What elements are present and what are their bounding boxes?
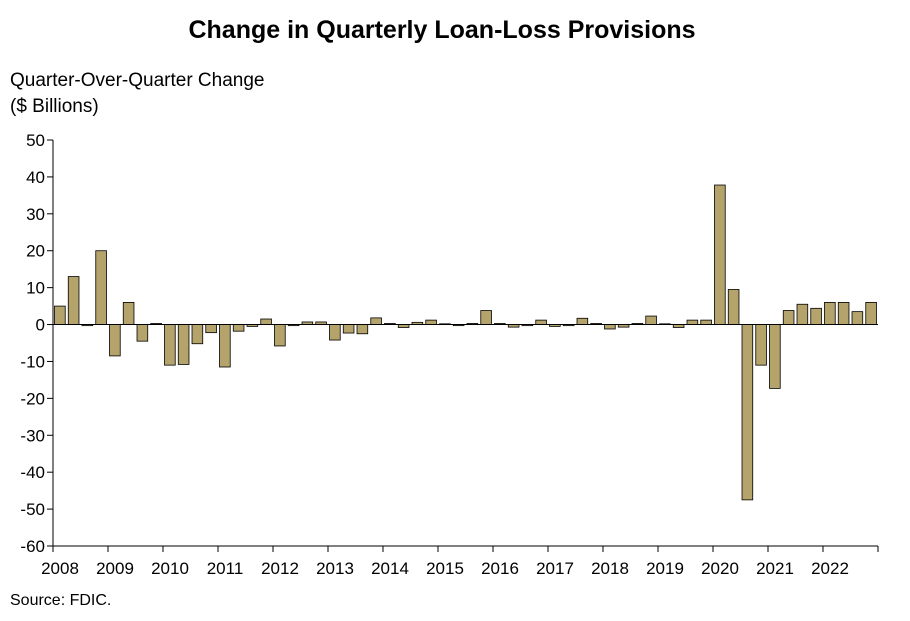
y-tick-label: 50 xyxy=(26,131,45,150)
y-tick-label: 0 xyxy=(36,316,45,335)
bar xyxy=(727,289,740,325)
bar xyxy=(425,319,437,325)
x-tick-label: 2014 xyxy=(371,559,409,578)
y-tick-label: 40 xyxy=(26,168,45,187)
x-tick-label: 2011 xyxy=(207,559,244,578)
x-tick-label: 2013 xyxy=(316,559,354,578)
bar xyxy=(700,319,712,325)
y-tick-label: 10 xyxy=(26,279,45,298)
y-tick-label: -50 xyxy=(20,500,45,519)
bar xyxy=(796,303,809,325)
bar xyxy=(741,324,754,501)
y-axis-label: Quarter-Over-Quarter Change ($ Billions) xyxy=(10,68,265,120)
y-tick-label: -40 xyxy=(20,463,45,482)
y-tick-label: 20 xyxy=(26,242,45,261)
x-tick-label: 2016 xyxy=(481,559,519,578)
bar xyxy=(54,305,66,325)
bar xyxy=(260,318,272,325)
bar xyxy=(769,324,781,389)
axes xyxy=(52,140,878,547)
bar xyxy=(714,184,726,325)
x-tick-label: 2015 xyxy=(426,559,464,578)
bar xyxy=(205,324,217,334)
bar xyxy=(370,317,382,325)
bar xyxy=(576,317,589,325)
x-tick-label: 2018 xyxy=(591,559,629,578)
x-tick-label: 2021 xyxy=(756,559,794,578)
bar xyxy=(67,276,80,325)
bar xyxy=(480,310,492,325)
x-tick-label: 2019 xyxy=(646,559,684,578)
bars xyxy=(54,184,877,501)
y-tick-label: 30 xyxy=(26,205,45,224)
bar xyxy=(191,324,204,345)
bar xyxy=(604,324,616,330)
y-tick-label: -20 xyxy=(20,389,45,408)
y-tick-label: -10 xyxy=(20,352,45,371)
bar xyxy=(686,319,699,325)
chart-title: Change in Quarterly Loan-Loss Provisions xyxy=(188,16,696,44)
bar xyxy=(782,310,795,325)
bar xyxy=(109,324,121,357)
source-note: Source: FDIC. xyxy=(10,592,112,609)
x-tick-label: 2022 xyxy=(811,559,849,578)
x-tick-label: 2017 xyxy=(536,559,574,578)
bar xyxy=(329,324,341,341)
bar xyxy=(356,324,369,335)
bar xyxy=(136,324,149,342)
bar xyxy=(122,301,135,325)
x-tick-label: 2009 xyxy=(96,559,134,578)
x-tick-label: 2020 xyxy=(701,559,739,578)
x-tick-label: 2008 xyxy=(41,559,79,578)
bar xyxy=(755,324,767,366)
bar xyxy=(865,301,877,325)
y-tick-label: -60 xyxy=(20,537,45,556)
y-tick-label: -30 xyxy=(20,426,45,445)
y-axis-label-line2: ($ Billions) xyxy=(10,96,99,117)
bar xyxy=(95,250,107,325)
bar xyxy=(837,301,850,325)
x-tick-label: 2010 xyxy=(151,559,189,578)
bar xyxy=(851,311,864,325)
y-axis-ticks: 50 40 30 20 10 0 -10 -20 -30 -40 -50 -60 xyxy=(20,131,53,556)
bar xyxy=(164,324,176,366)
bar xyxy=(177,324,190,365)
bar xyxy=(342,324,355,334)
x-tick-label: 2012 xyxy=(261,559,299,578)
y-axis-label-line1: Quarter-Over-Quarter Change xyxy=(10,70,265,91)
bar xyxy=(645,315,657,325)
bar xyxy=(232,324,245,332)
x-axis-ticks: 2008 2009 2010 2011 2012 2013 2014 2015 2016 2017… xyxy=(41,546,879,578)
bar xyxy=(535,319,547,325)
bar xyxy=(274,324,286,347)
bar xyxy=(824,301,836,325)
bar xyxy=(219,324,231,368)
bar xyxy=(810,307,822,325)
